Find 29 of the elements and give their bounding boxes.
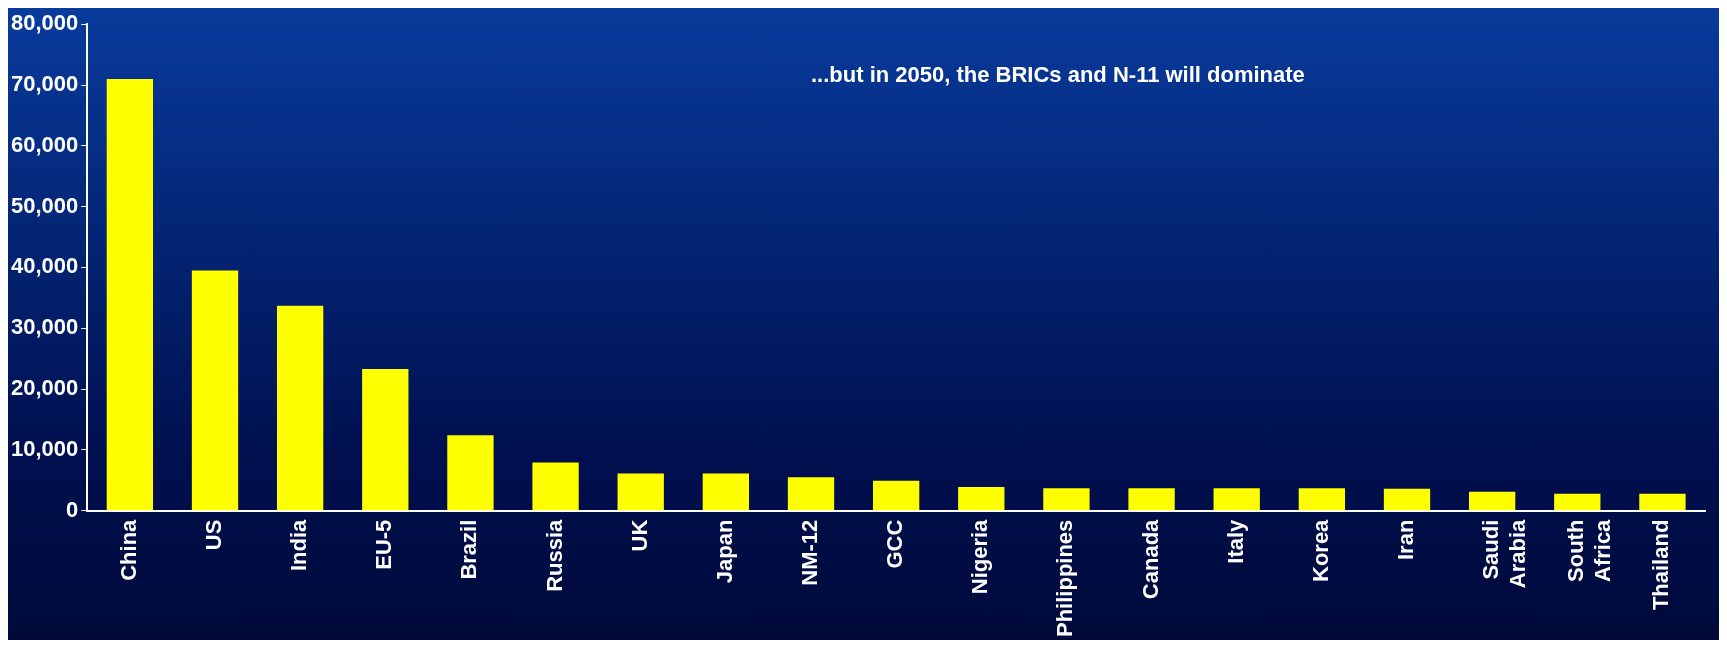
x-tick-label: India <box>286 518 312 571</box>
x-tick-label: Thailand <box>1648 519 1674 611</box>
x-tick-label: Korea <box>1307 518 1333 583</box>
x-tick-label: Canada <box>1137 518 1163 600</box>
y-tick-label: 60,000 <box>10 131 79 157</box>
x-tick-label: Nigeria <box>967 518 993 595</box>
x-tick-label: Russia <box>541 518 567 592</box>
x-tick-label: Italy <box>1222 518 1248 564</box>
text: ...but in 2050, the BRICs and N-11 will dominate <box>810 62 1305 88</box>
x-tick-label: Iran <box>1393 519 1419 561</box>
x-tick-label: NM-12 <box>797 519 823 586</box>
x-tick-label: Philippines <box>1052 519 1078 638</box>
x-tick-label: GCC <box>882 519 908 569</box>
x-tick-label: Brazil <box>456 519 482 580</box>
y-tick-label: 80,000 <box>10 10 79 36</box>
x-tick-label: China <box>115 518 141 581</box>
x-tick-label: Japan <box>711 519 737 584</box>
x-tick-label: UK <box>626 519 652 552</box>
y-tick-label: 10,000 <box>10 435 79 461</box>
y-tick-label: 50,000 <box>10 192 79 218</box>
x-tick-label: South Africa <box>1563 518 1615 583</box>
x-tick-label: US <box>201 519 227 551</box>
y-tick-label: 70,000 <box>10 71 79 97</box>
y-tick-label: 20,000 <box>10 375 79 401</box>
y-tick-label: 30,000 <box>10 314 79 340</box>
y-tick-label: 40,000 <box>10 253 79 279</box>
y-tick-label: 0 <box>66 496 79 522</box>
x-tick-label: EU-5 <box>371 519 397 570</box>
x-tick-label: Saudi Arabia <box>1478 518 1530 589</box>
